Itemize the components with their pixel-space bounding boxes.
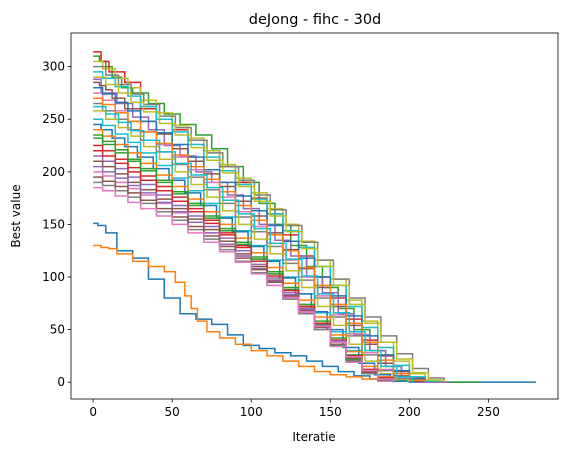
x-tick-label: 100	[240, 405, 263, 419]
y-tick-label: 300	[42, 60, 65, 74]
chart-title: deJong - fihc - 30d	[249, 12, 382, 28]
series-layer	[93, 51, 536, 383]
series-line-28	[93, 65, 445, 383]
y-axis-ticks: 0 50 100 150 200 250 300	[42, 60, 71, 389]
y-tick-label: 0	[57, 375, 65, 389]
series-line-30	[93, 105, 414, 383]
x-axis-label: Iteratie	[292, 430, 335, 444]
series-line-11	[93, 123, 407, 383]
x-tick-label: 250	[477, 405, 500, 419]
x-axis-ticks: 0 50 100 150 200 250	[89, 399, 500, 419]
y-tick-label: 50	[50, 323, 65, 337]
x-tick-label: 0	[89, 405, 97, 419]
x-tick-label: 200	[398, 405, 421, 419]
plot-frame	[70, 32, 559, 400]
series-line-10	[93, 118, 411, 383]
series-line-2	[93, 244, 395, 383]
y-tick-label: 200	[42, 165, 65, 179]
y-tick-label: 100	[42, 270, 65, 284]
y-axis-label: Best value	[9, 184, 23, 247]
y-tick-label: 150	[42, 217, 65, 231]
series-line-22	[93, 97, 426, 383]
x-tick-label: 150	[319, 405, 342, 419]
series-line-29	[93, 76, 445, 383]
y-tick-label: 250	[42, 112, 65, 126]
series-line-27	[93, 186, 395, 383]
x-tick-label: 50	[165, 405, 180, 419]
